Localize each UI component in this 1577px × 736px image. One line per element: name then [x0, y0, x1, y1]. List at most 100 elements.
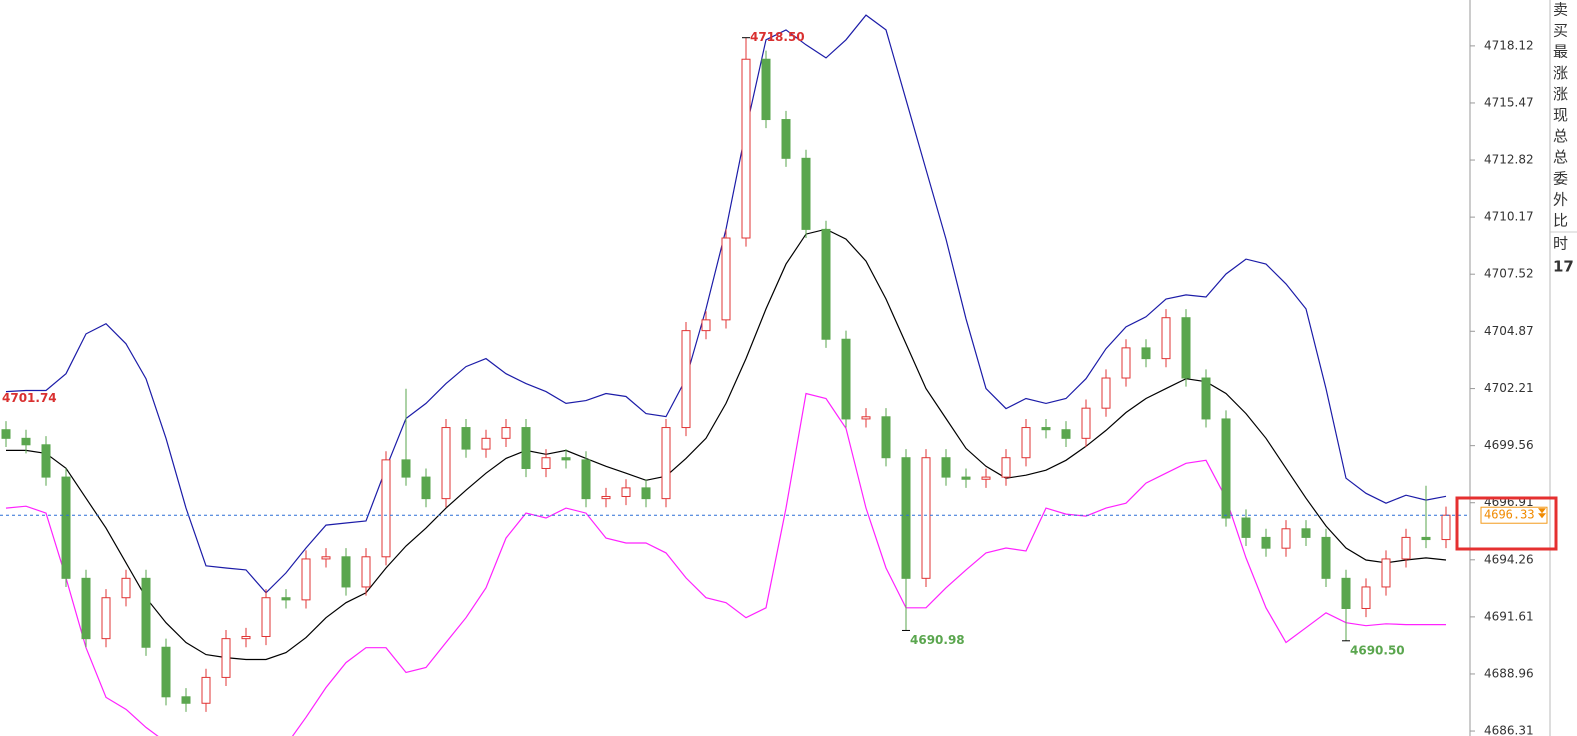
candle-body: [1441, 514, 1451, 541]
side-label: 总: [1553, 127, 1568, 145]
y-tick-label: 4704.87: [1484, 324, 1534, 338]
y-tick-label: 4691.61: [1484, 609, 1534, 623]
candle-body: [821, 228, 831, 340]
candle-body: [741, 58, 751, 239]
candle-body: [381, 459, 391, 558]
candle-body: [841, 338, 851, 420]
candle-body: [321, 556, 331, 560]
candle-body: [1281, 528, 1291, 549]
candle-body: [801, 157, 811, 230]
highlight-box: [1455, 496, 1558, 551]
candle-body: [81, 577, 91, 640]
side-label: 总: [1553, 148, 1568, 166]
candle-body: [681, 330, 691, 429]
candle-body: [701, 319, 711, 332]
candle-body: [901, 457, 911, 579]
candle-body: [1221, 418, 1231, 519]
side-label: 涨: [1553, 85, 1568, 103]
candle-body: [721, 237, 731, 321]
candle-body: [1061, 429, 1071, 439]
last-price-label: 4696.33: [1484, 508, 1535, 522]
candle-body: [961, 476, 971, 480]
candle-body: [1181, 317, 1191, 379]
candle-body: [861, 416, 871, 420]
candle-body: [461, 427, 471, 450]
side-label: 涨: [1553, 64, 1568, 82]
candle-body: [601, 495, 611, 500]
y-tick-label: 4694.26: [1484, 552, 1534, 566]
candle-body: [201, 676, 211, 704]
side-label: 最: [1553, 43, 1568, 61]
plot-area: 4718.50 4690.98 4690.50 4701.74: [0, 14, 1470, 736]
candle-body: [521, 427, 531, 469]
candle-body: [21, 437, 31, 446]
candle-body: [621, 487, 631, 497]
y-tick-label: 4712.82: [1484, 153, 1534, 167]
side-label: 17: [1553, 258, 1574, 276]
candle-body: [421, 476, 431, 500]
candle-body: [1101, 377, 1111, 409]
candle-body: [941, 457, 951, 478]
candle-body: [1041, 427, 1051, 431]
candle-body: [561, 457, 571, 461]
candle-body: [781, 119, 791, 159]
candle-body: [261, 597, 271, 637]
candle-body: [541, 457, 551, 469]
y-tick-label: 4715.47: [1484, 95, 1534, 109]
candle-body: [1261, 536, 1271, 549]
candle-body: [441, 427, 451, 500]
last-price-box: [1480, 506, 1548, 524]
candle-body: [281, 597, 291, 601]
candle-body: [301, 558, 311, 601]
side-label: 外: [1553, 190, 1568, 208]
side-label: 卖: [1553, 1, 1568, 19]
candle-body: [1241, 517, 1251, 538]
candle-body: [1381, 558, 1391, 588]
band-line: [5, 14, 1447, 594]
side-label: 买: [1553, 22, 1568, 40]
annotation-label: 4718.50: [750, 30, 805, 44]
candle-body: [161, 646, 171, 698]
band-line: [5, 392, 1446, 736]
candle-body: [1401, 536, 1411, 560]
annotation-label: 4690.50: [1350, 643, 1405, 657]
annotation-label: 4690.98: [910, 633, 965, 647]
y-tick-label: 4718.12: [1484, 38, 1534, 52]
candle-body: [1, 429, 11, 439]
candle-body: [121, 577, 131, 599]
candle-body: [1001, 457, 1011, 478]
candle-body: [881, 416, 891, 459]
candle-body: [221, 638, 231, 678]
candle-body: [1321, 536, 1331, 579]
candle-body: [1201, 377, 1211, 420]
y-tick-label: 4710.17: [1484, 210, 1534, 224]
candle-body: [1121, 347, 1131, 379]
candle-body: [341, 556, 351, 588]
y-tick-label: 4699.56: [1484, 438, 1534, 452]
candle-body: [1161, 317, 1171, 360]
candle-body: [401, 459, 411, 478]
side-label: 委: [1553, 169, 1568, 187]
y-tick-label: 4702.21: [1484, 381, 1534, 395]
candle-body: [761, 58, 771, 121]
candle-body: [41, 444, 51, 478]
candle-body: [1081, 407, 1091, 439]
annotation-label: 4701.74: [2, 391, 57, 405]
candle-body: [1421, 536, 1431, 541]
candle-body: [921, 457, 931, 579]
candle-body: [61, 476, 71, 579]
candle-body: [581, 459, 591, 500]
candle-body: [1361, 586, 1371, 609]
side-label: 比: [1553, 212, 1568, 230]
candle-body: [661, 427, 671, 500]
candle-body: [1021, 427, 1031, 459]
candle-body: [641, 487, 651, 500]
candle-body: [1301, 528, 1311, 538]
candle-body: [481, 437, 491, 450]
side-label: 时: [1553, 235, 1568, 253]
candle-body: [501, 427, 511, 439]
candle-body: [101, 597, 111, 640]
candle-body: [141, 577, 151, 648]
